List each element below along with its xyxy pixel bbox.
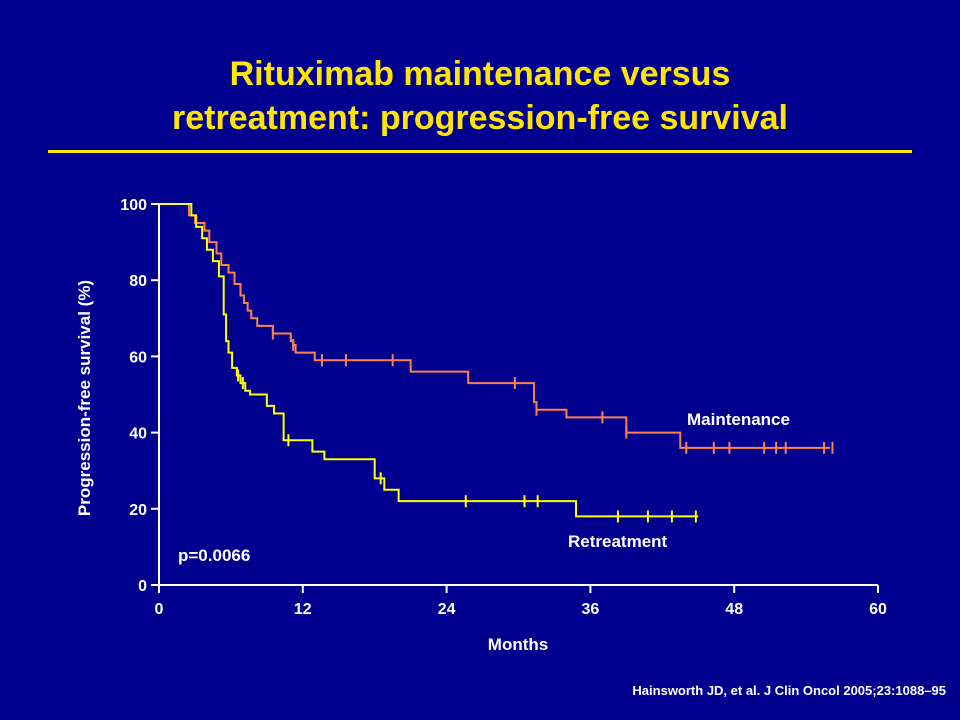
x-axis-label: Months <box>488 635 548 654</box>
y-tick-label: 20 <box>129 502 147 519</box>
survival-curves <box>159 203 831 518</box>
y-axis-label: Progression-free survival (%) <box>75 280 94 516</box>
x-tick-label: 60 <box>869 601 887 618</box>
y-tick-label: 60 <box>129 349 147 366</box>
series-label-retreatment: Retreatment <box>568 532 668 551</box>
x-tick-label: 24 <box>438 601 456 618</box>
slide-title: Rituximab maintenance versus retreatment… <box>0 52 960 140</box>
series-line-retreatment <box>159 203 699 518</box>
slide-title-line2: retreatment: progression-free survival <box>172 99 788 137</box>
y-tick-label: 40 <box>129 426 147 443</box>
y-tick-label: 0 <box>138 578 147 595</box>
x-tick-label: 48 <box>725 601 743 618</box>
y-tick-label: 100 <box>120 197 147 214</box>
tick-labels: 0 20 40 60 80 100 0 12 24 36 48 60 <box>120 197 887 618</box>
title-underline <box>48 150 912 153</box>
censor-marks <box>237 327 834 523</box>
x-tick-label: 0 <box>155 601 164 618</box>
citation: Hainsworth JD, et al. J Clin Oncol 2005;… <box>632 683 946 698</box>
x-tick-label: 12 <box>294 601 312 618</box>
slide-title-line1: Rituximab maintenance versus <box>229 55 731 93</box>
chart-axes <box>151 203 879 593</box>
p-value-annotation: p=0.0066 <box>178 546 250 565</box>
y-tick-label: 80 <box>129 273 147 290</box>
x-tick-label: 36 <box>582 601 600 618</box>
series-label-maintenance: Maintenance <box>687 410 790 429</box>
